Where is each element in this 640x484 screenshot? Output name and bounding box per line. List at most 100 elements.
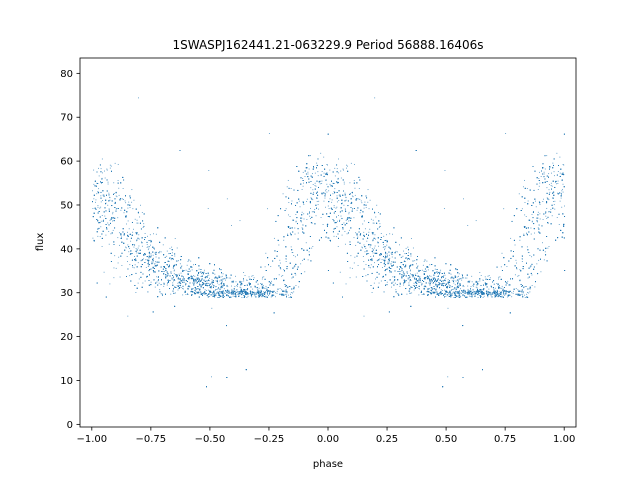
data-point: [373, 282, 375, 284]
data-point: [164, 256, 166, 258]
data-point: [531, 285, 533, 286]
data-point: [216, 292, 218, 294]
data-point: [445, 296, 447, 297]
data-point: [488, 275, 490, 276]
data-point: [284, 290, 286, 292]
data-point: [392, 233, 393, 235]
data-point: [200, 284, 202, 286]
data-point: [447, 376, 449, 378]
data-point: [400, 271, 402, 273]
data-point: [142, 282, 144, 284]
data-point: [123, 212, 125, 214]
data-point: [250, 293, 252, 295]
data-point: [192, 276, 193, 277]
data-point: [251, 291, 253, 292]
data-point: [164, 262, 165, 264]
data-point: [418, 279, 420, 281]
data-point: [528, 252, 530, 253]
data-point: [503, 208, 505, 210]
data-point: [504, 290, 506, 292]
data-point: [344, 192, 346, 194]
data-point: [208, 293, 210, 295]
data-point: [306, 167, 308, 169]
data-point: [554, 200, 556, 202]
data-point: [231, 280, 233, 282]
data-point: [556, 152, 558, 154]
data-point: [160, 284, 162, 285]
data-point: [264, 293, 266, 295]
data-point: [527, 200, 529, 202]
data-point: [457, 281, 459, 283]
data-point: [104, 177, 106, 179]
data-point: [166, 284, 168, 286]
data-point: [185, 294, 187, 295]
data-point: [493, 289, 495, 291]
data-point: [511, 296, 513, 298]
data-point: [215, 286, 217, 287]
data-point: [180, 272, 182, 274]
data-point: [368, 208, 370, 210]
data-point: [140, 204, 141, 206]
data-point: [129, 275, 131, 277]
data-point: [295, 285, 297, 286]
data-point: [456, 291, 458, 292]
data-point: [168, 264, 170, 266]
data-point: [207, 282, 209, 284]
data-point: [514, 274, 516, 276]
data-point: [554, 208, 556, 210]
data-point: [105, 202, 107, 204]
data-point: [157, 277, 159, 278]
data-point: [143, 223, 145, 225]
data-point: [112, 217, 114, 218]
data-point: [367, 250, 368, 252]
data-point: [422, 264, 424, 266]
data-point: [403, 264, 404, 266]
data-point: [357, 236, 359, 238]
data-point: [435, 271, 437, 273]
data-point: [368, 231, 370, 233]
data-point: [499, 291, 501, 293]
data-point: [556, 217, 558, 218]
data-point: [301, 217, 303, 219]
data-point: [405, 257, 407, 259]
data-point: [404, 261, 406, 262]
data-point: [118, 256, 120, 258]
data-point: [127, 261, 128, 263]
data-point: [100, 206, 102, 208]
data-point: [178, 284, 180, 286]
data-point: [281, 289, 283, 291]
data-point: [350, 193, 351, 194]
data-point: [529, 255, 531, 256]
data-point: [560, 192, 562, 194]
data-point: [133, 199, 135, 201]
data-point: [189, 270, 191, 272]
data-point: [387, 261, 389, 263]
data-point: [134, 218, 136, 220]
data-point: [384, 247, 386, 249]
data-point: [235, 294, 237, 296]
data-point: [412, 247, 414, 249]
data-point: [462, 294, 464, 295]
data-point: [150, 281, 152, 283]
data-point: [107, 222, 109, 224]
data-point: [123, 199, 124, 200]
data-point: [236, 291, 238, 293]
data-point: [190, 266, 192, 268]
data-point: [243, 272, 245, 273]
data-point: [329, 198, 331, 200]
data-point: [505, 292, 507, 294]
data-point: [526, 293, 528, 295]
data-point: [351, 201, 352, 203]
data-point: [154, 263, 156, 265]
data-point: [109, 199, 111, 201]
data-point: [267, 208, 268, 210]
data-point: [487, 296, 489, 298]
data-point: [171, 277, 173, 279]
data-point: [207, 275, 208, 277]
data-point: [248, 283, 250, 285]
data-point: [133, 267, 135, 269]
data-point: [372, 219, 374, 221]
data-point: [288, 297, 290, 298]
data-point: [266, 287, 268, 289]
data-point: [461, 274, 463, 275]
